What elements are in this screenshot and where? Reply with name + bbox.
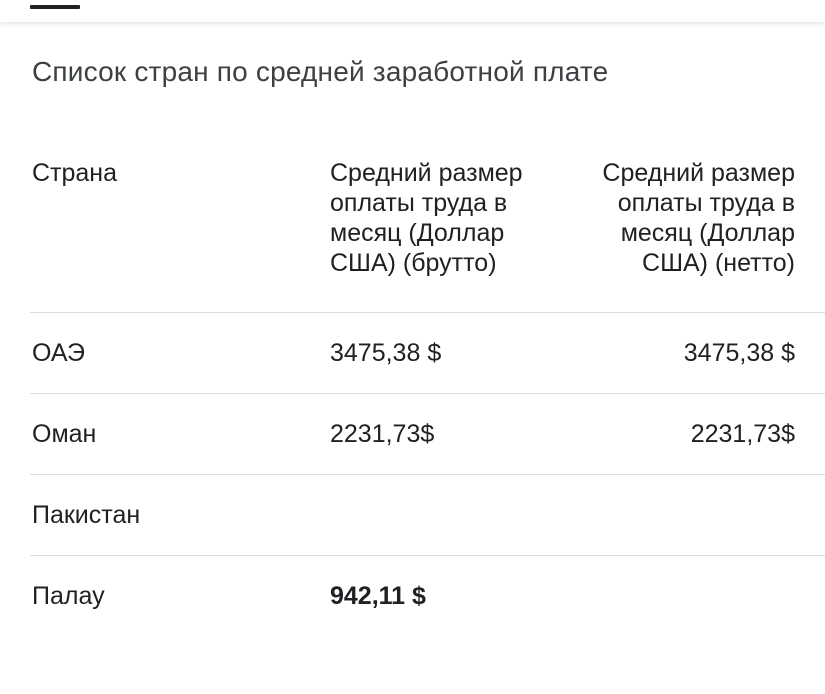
cell-gross: [328, 474, 568, 556]
table-row: Палау 942,11 $: [30, 556, 825, 637]
cell-gross: 3475,38 $: [328, 312, 568, 394]
cell-net: 3475,38 $: [568, 312, 825, 394]
column-header-gross: Средний размер оплаты труда в месяц (Дол…: [328, 145, 568, 313]
active-tab-indicator: [30, 5, 80, 9]
cell-net: [568, 474, 825, 556]
table-header-row: Страна Средний размер оплаты труда в мес…: [30, 145, 825, 313]
table-row: Пакистан: [30, 474, 825, 556]
cell-country: Палау: [32, 581, 105, 610]
table-row: Оман 2231,73$ 2231,73$: [30, 393, 825, 475]
section-title: Список стран по средней заработной плате: [32, 56, 609, 87]
cell-country: Пакистан: [30, 474, 328, 556]
table-row: ОАЭ 3475,38 $ 3475,38 $: [30, 312, 825, 394]
cell-net: [568, 556, 825, 637]
cell-net: 2231,73$: [568, 393, 825, 475]
cell-country: ОАЭ: [30, 312, 328, 394]
wage-table: Страна Средний размер оплаты труда в мес…: [30, 145, 825, 636]
top-tab-bar: [0, 0, 825, 22]
column-header-net: Средний размер оплаты труда в месяц (Дол…: [568, 145, 825, 313]
cell-gross: 942,11 $: [330, 581, 426, 610]
column-header-country: Страна: [30, 145, 328, 313]
cell-country: Оман: [30, 393, 328, 475]
cell-gross: 2231,73$: [328, 393, 568, 475]
